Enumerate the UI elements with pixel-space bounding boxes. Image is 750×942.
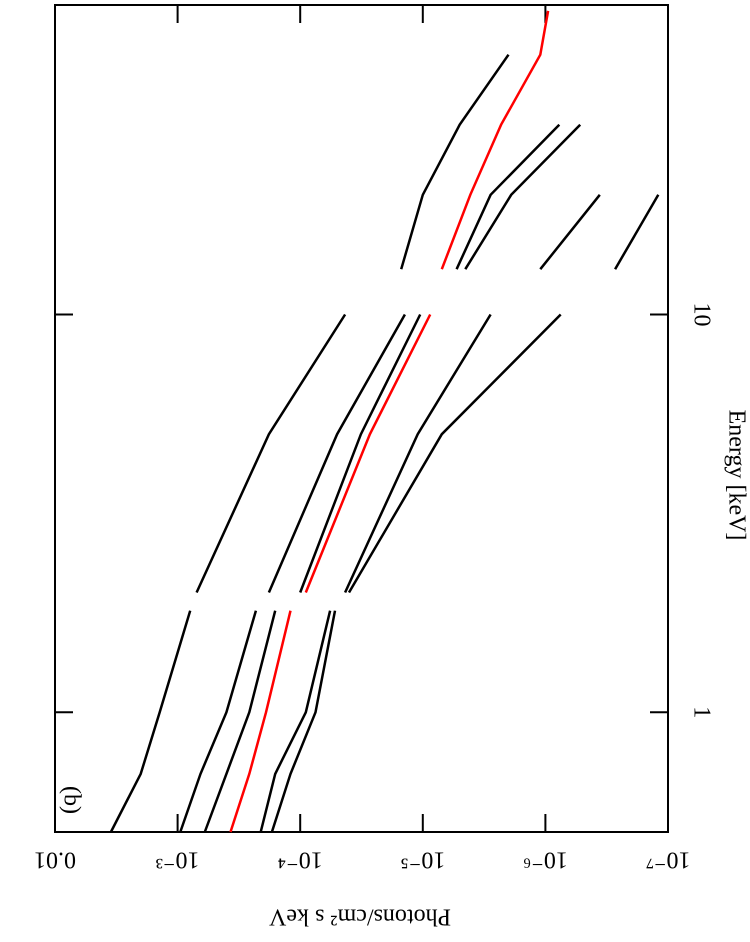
series-line	[229, 10, 550, 833]
x-tick-label: 10	[688, 303, 714, 327]
plot-frame	[54, 4, 669, 833]
y-tick-label: 10⁻⁵	[400, 846, 445, 872]
y-tick-label: 10⁻³	[156, 846, 200, 872]
series-line	[109, 53, 510, 833]
annotation: (b)	[58, 786, 84, 814]
y-tick-label: 0.01	[34, 846, 76, 872]
y-tick-label: 10⁻⁶	[523, 846, 568, 872]
y-tick-label: 10⁻⁴	[278, 846, 323, 872]
series-line	[203, 123, 582, 833]
series-line	[179, 123, 561, 833]
y-tick-label: 10⁻⁷	[645, 846, 690, 872]
x-tick-label: 1	[688, 706, 714, 718]
x-axis-label: Energy [keV]	[723, 410, 749, 541]
y-axis-label: Photons/cm² s keV	[268, 903, 451, 929]
series-line	[259, 194, 601, 833]
series-line	[270, 194, 660, 833]
